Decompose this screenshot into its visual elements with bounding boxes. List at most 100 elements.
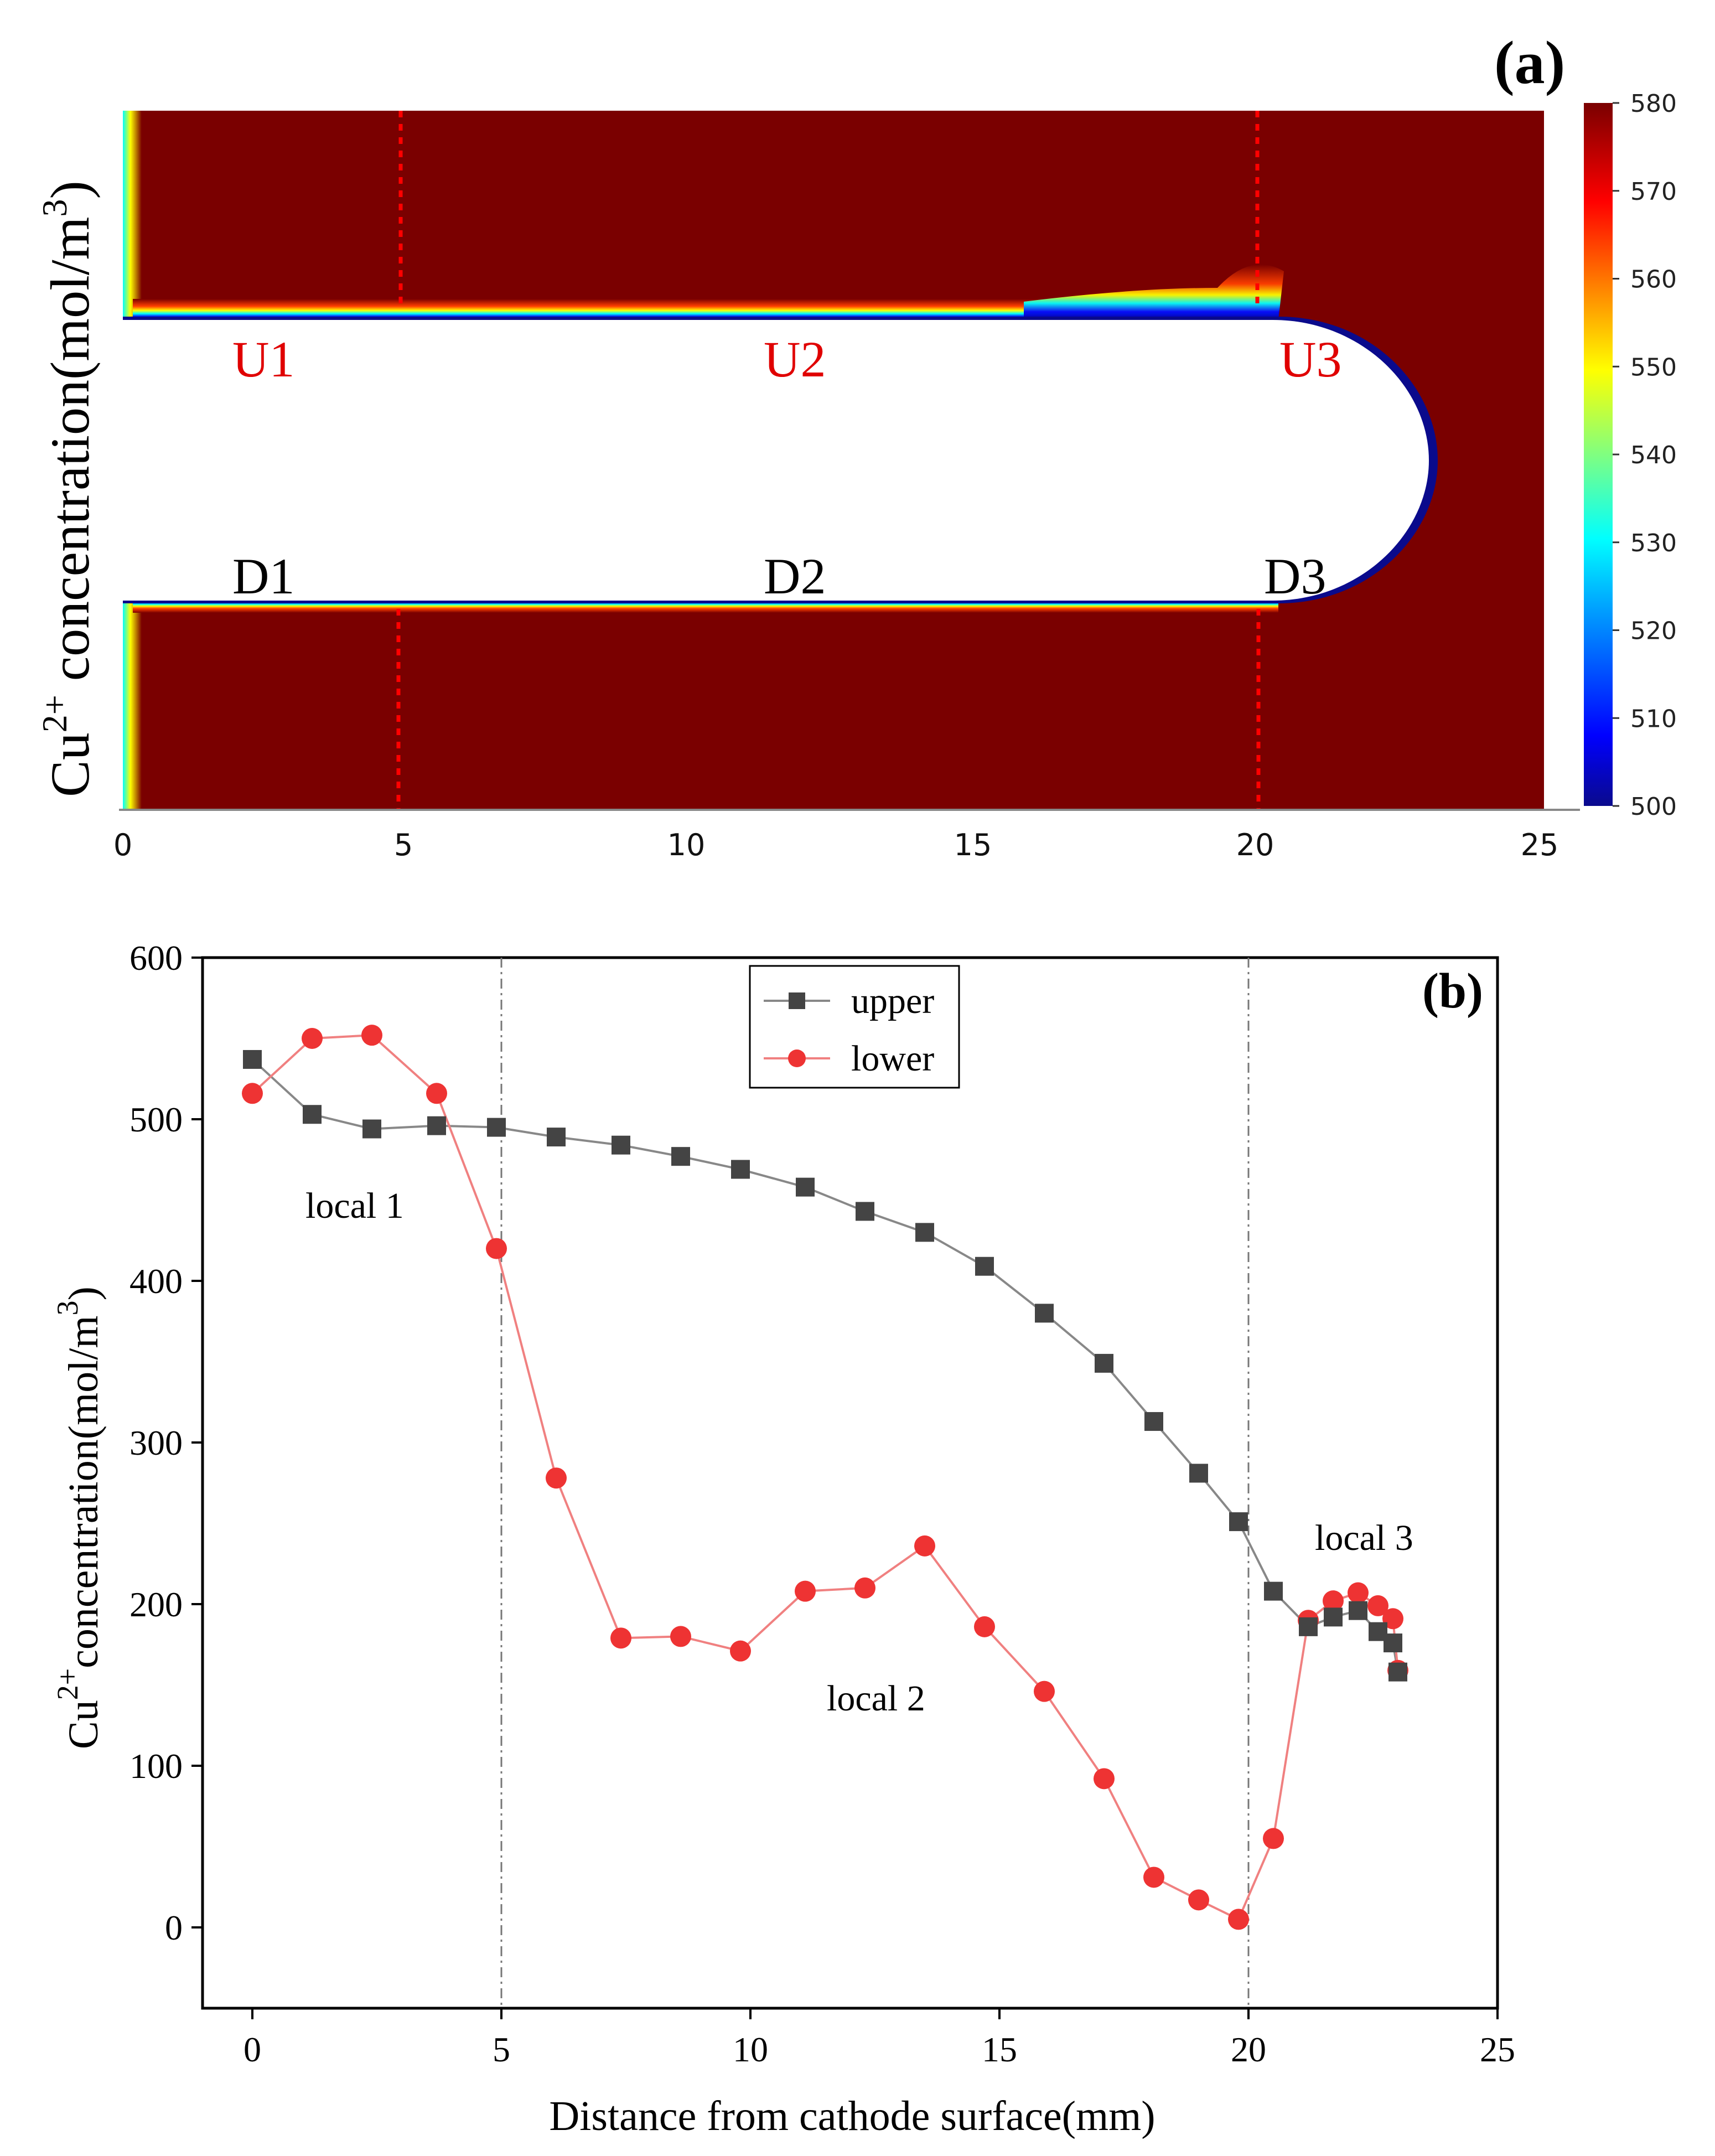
point-lower	[610, 1627, 631, 1649]
point-upper	[1229, 1512, 1248, 1532]
annotation-local-3: local 3	[1315, 1518, 1413, 1558]
panel-a-x-tick: 20	[1236, 828, 1274, 862]
lower-left-depletion	[123, 601, 142, 810]
y-axis-label: Cu2+concentration(mol/m3)	[51, 1286, 107, 1749]
colorbar	[1584, 103, 1613, 806]
point-upper	[1324, 1607, 1343, 1627]
point-upper	[1349, 1601, 1367, 1620]
panel-a-x-tick: 10	[667, 828, 706, 862]
point-lower	[302, 1028, 323, 1049]
colorbar-tick-label: 520	[1630, 617, 1677, 645]
point-lower	[670, 1626, 691, 1647]
point-upper	[731, 1160, 750, 1179]
point-upper	[487, 1118, 506, 1137]
colorbar-tick-label: 550	[1630, 353, 1677, 381]
x-axis-label: Distance from cathode surface(mm)	[549, 2093, 1155, 2139]
point-upper	[362, 1119, 381, 1139]
y-tick-label: 300	[129, 1423, 183, 1462]
x-tick-label: 0	[243, 2030, 261, 2069]
label-u2: U2	[764, 331, 826, 387]
point-upper	[1035, 1304, 1054, 1323]
panel-a-x-tick: 15	[954, 828, 992, 862]
panel-a-label: (a)	[1494, 29, 1565, 96]
point-lower	[361, 1025, 382, 1046]
series-line-upper	[251, 1058, 1399, 1672]
point-upper	[796, 1177, 815, 1197]
plot-frame	[201, 956, 1499, 2010]
label-d3: D3	[1264, 548, 1326, 604]
point-upper	[1189, 1464, 1208, 1483]
x-tick-label: 5	[493, 2030, 510, 2069]
legend-lower-label: lower	[851, 1038, 934, 1079]
point-upper	[671, 1147, 690, 1166]
y-tick-label: 0	[165, 1908, 183, 1947]
point-lower	[242, 1083, 263, 1104]
y-tick-label: 100	[129, 1746, 183, 1786]
colorbar-tick-label: 540	[1630, 441, 1677, 469]
point-upper	[1095, 1353, 1113, 1373]
point-lower	[426, 1083, 447, 1104]
lower-boundary-band	[133, 601, 1278, 613]
point-upper	[1388, 1662, 1407, 1682]
point-lower	[914, 1535, 935, 1557]
point-lower	[1188, 1889, 1209, 1911]
colorbar-tick-label: 560	[1630, 266, 1677, 294]
panel-a-ylabel: Cu2+ concentration(mol/m3)	[35, 180, 101, 797]
panel-a-x-tick: 5	[394, 828, 413, 862]
reference-lines	[500, 958, 1250, 2008]
point-upper	[1144, 1412, 1163, 1431]
panel-b: 0 100 200 300 400 500 600 0 5 10 15 20 25 local 1 l…	[51, 938, 1515, 2139]
legend-lower-marker	[788, 1049, 806, 1067]
point-lower	[1034, 1681, 1055, 1702]
point-upper	[1299, 1617, 1318, 1636]
legend-upper-label: upper	[851, 981, 934, 1021]
point-lower	[1323, 1590, 1344, 1612]
point-lower	[546, 1467, 567, 1489]
colorbar-tick-label: 530	[1630, 529, 1677, 557]
y-tick-label: 600	[129, 938, 183, 978]
colorbar-tick-label: 580	[1630, 90, 1677, 118]
annotation-local-2: local 2	[827, 1678, 925, 1719]
y-tick-label: 500	[129, 1100, 183, 1139]
y-tick-label: 200	[129, 1585, 183, 1624]
point-upper	[856, 1202, 874, 1221]
label-d1: D1	[232, 548, 294, 604]
point-upper	[612, 1135, 630, 1155]
panel-a-x-tick: 25	[1521, 828, 1559, 862]
panel-a: U1 U2 U3 D1 D2 D3 0 5 10 15 20 25 Cu2+ c…	[35, 29, 1677, 862]
point-lower	[1382, 1608, 1403, 1630]
point-upper	[1264, 1581, 1283, 1601]
x-tick-label: 15	[982, 2030, 1017, 2069]
x-tick-label: 10	[733, 2030, 768, 2069]
panel-a-x-tick: 0	[113, 828, 132, 862]
annotation-local-1: local 1	[305, 1186, 404, 1226]
point-lower	[854, 1577, 875, 1599]
point-lower	[1367, 1595, 1388, 1616]
colorbar-tick-label: 500	[1630, 793, 1677, 821]
legend: upper lower	[749, 965, 960, 1089]
point-lower	[730, 1640, 751, 1662]
point-lower	[1094, 1768, 1115, 1790]
x-tick-label: 20	[1231, 2030, 1266, 2069]
series-lines	[251, 1034, 1399, 1921]
colorbar-tick-label: 570	[1630, 178, 1677, 206]
point-upper	[1384, 1633, 1402, 1653]
point-lower	[1348, 1582, 1369, 1604]
label-u1: U1	[232, 331, 294, 387]
upper-left-depletion	[123, 111, 142, 320]
cavity	[123, 320, 1429, 601]
upper-boundary-bulge	[1024, 264, 1284, 320]
y-tick-label: 400	[129, 1261, 183, 1301]
point-lower	[1228, 1909, 1249, 1930]
y-ticks: 0 100 200 300 400 500 600	[129, 938, 203, 1947]
colorbar-tick-label: 510	[1630, 705, 1677, 733]
point-lower	[486, 1238, 507, 1259]
legend-box	[749, 965, 960, 1089]
colorbar-ticks: 580 570 560 550 540 530 520 510 500	[1613, 90, 1677, 821]
point-upper	[427, 1116, 446, 1135]
point-lower	[1143, 1867, 1164, 1888]
series-line-lower	[251, 1034, 1399, 1921]
label-u3: U3	[1279, 331, 1341, 387]
point-upper	[243, 1049, 262, 1069]
